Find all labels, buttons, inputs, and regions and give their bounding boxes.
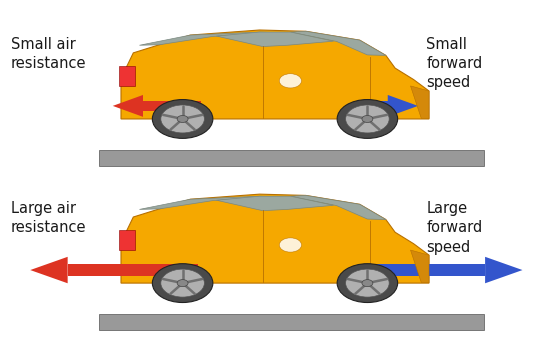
Circle shape [279, 238, 301, 252]
Text: Small
forward
speed: Small forward speed [426, 37, 482, 90]
Polygon shape [290, 31, 386, 55]
Circle shape [345, 269, 389, 297]
Polygon shape [410, 250, 429, 283]
Polygon shape [143, 101, 201, 111]
Circle shape [161, 105, 205, 133]
Polygon shape [217, 32, 333, 47]
Circle shape [161, 269, 205, 297]
Bar [119, 230, 135, 250]
Polygon shape [30, 257, 68, 283]
Polygon shape [217, 196, 333, 211]
Polygon shape [68, 264, 198, 276]
Circle shape [279, 74, 301, 88]
Polygon shape [388, 95, 418, 117]
Bar [99, 314, 484, 330]
Circle shape [362, 115, 373, 122]
Circle shape [345, 105, 389, 133]
Circle shape [177, 115, 188, 122]
Circle shape [337, 264, 398, 303]
Circle shape [152, 264, 213, 303]
Polygon shape [485, 257, 522, 283]
Polygon shape [140, 32, 287, 45]
Circle shape [362, 280, 373, 287]
Polygon shape [121, 30, 429, 119]
Text: Large
forward
speed: Large forward speed [426, 201, 482, 255]
Polygon shape [360, 264, 485, 276]
Text: Large air
resistance: Large air resistance [11, 201, 86, 235]
Circle shape [337, 100, 398, 138]
Circle shape [152, 100, 213, 138]
Circle shape [177, 280, 188, 287]
Polygon shape [121, 194, 429, 283]
Polygon shape [140, 196, 287, 209]
Polygon shape [410, 86, 429, 119]
Polygon shape [290, 196, 386, 220]
Bar [119, 66, 135, 86]
Text: Small air
resistance: Small air resistance [11, 37, 86, 71]
Polygon shape [113, 95, 143, 117]
Polygon shape [360, 101, 388, 111]
Bar [99, 150, 484, 166]
